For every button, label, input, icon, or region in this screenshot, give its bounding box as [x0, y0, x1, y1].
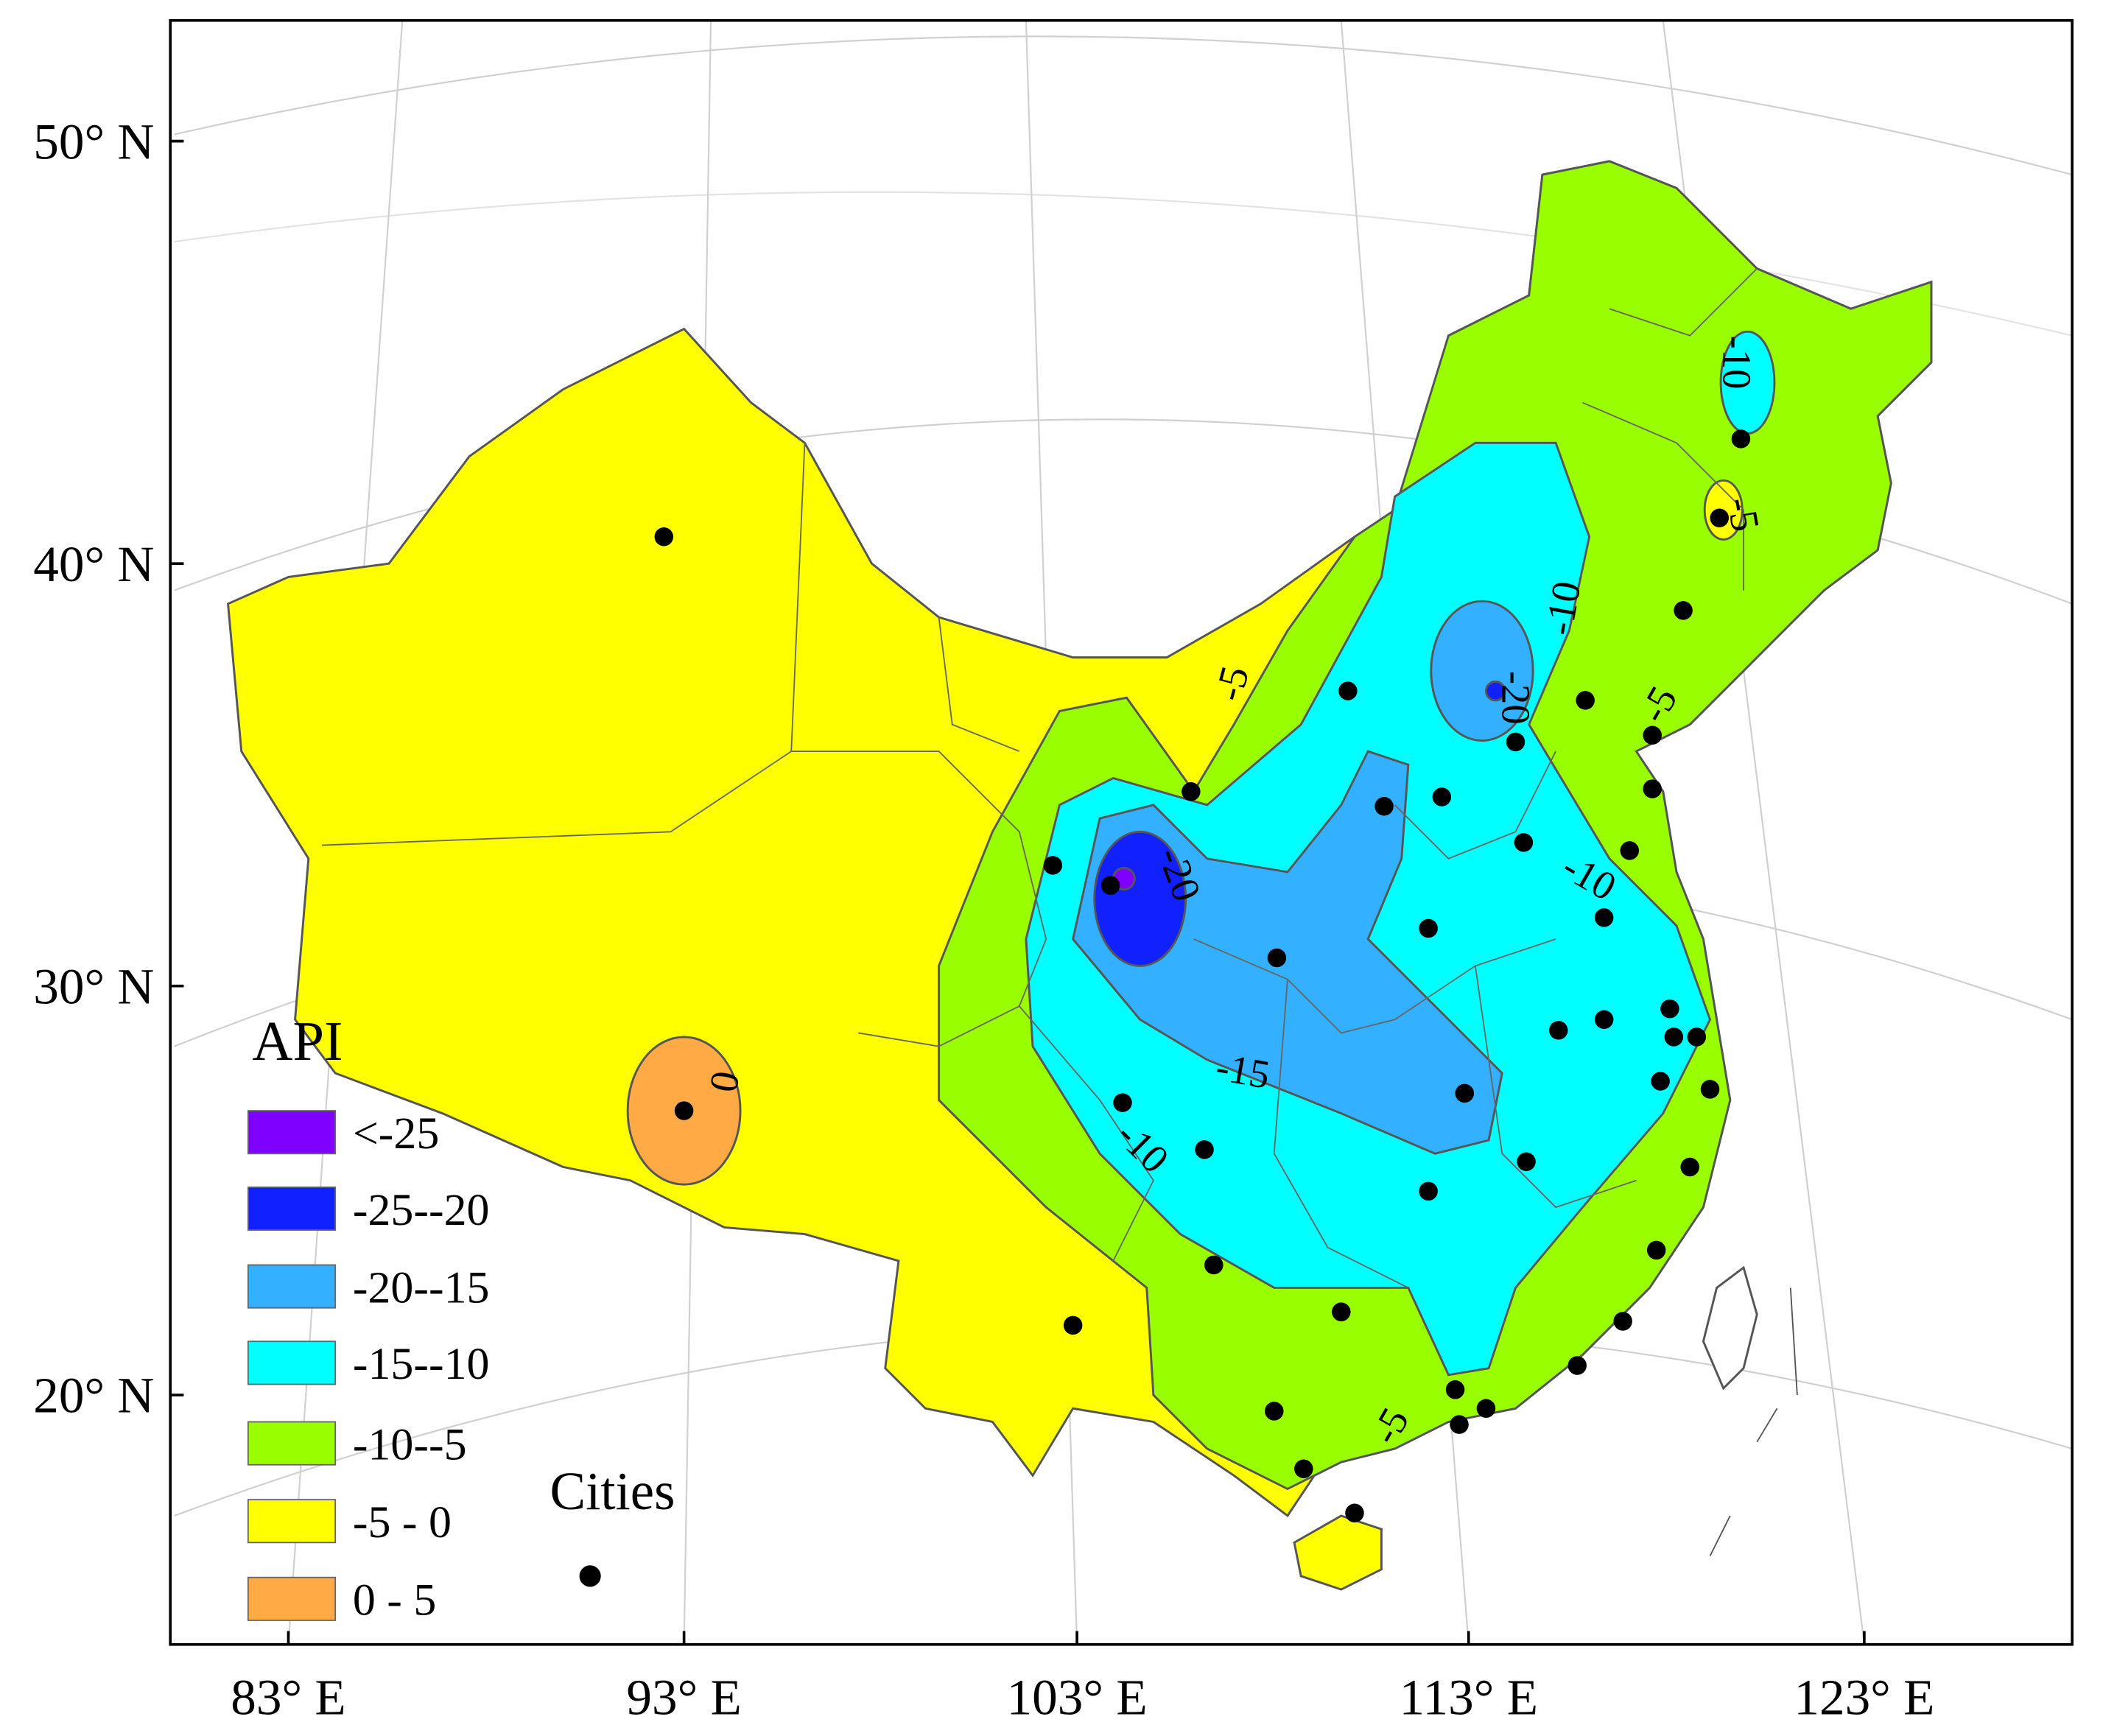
legend-label: -15--10	[353, 1339, 490, 1389]
contour-label: -5	[1718, 494, 1769, 535]
latitude-label: 30° N	[33, 957, 154, 1014]
province-borders	[321, 267, 1798, 1556]
city-point	[1195, 1140, 1214, 1159]
latitude-axis: 50° N 40° N 30° N 20° N	[33, 113, 184, 1424]
legend-swatch	[247, 1186, 337, 1231]
cities-label: Cities	[550, 1461, 675, 1521]
city-point	[1432, 787, 1452, 806]
longitude-axis: 83° E 93° E 103° E 113° E 123° E	[231, 1631, 1934, 1725]
legend-swatch	[247, 1499, 337, 1544]
city-point	[1687, 1027, 1707, 1047]
longitude-label: 83° E	[231, 1668, 345, 1725]
city-point	[1567, 1356, 1587, 1375]
city-point	[674, 1101, 694, 1120]
city-point	[1450, 1415, 1469, 1434]
city-point	[1506, 732, 1526, 752]
latitude-label: 40° N	[33, 535, 154, 592]
city-point	[1338, 681, 1358, 700]
legend-label: -5 - 0	[353, 1497, 452, 1547]
city-point	[1576, 691, 1595, 710]
city-point	[1043, 856, 1063, 875]
latitude-label: 20° N	[33, 1367, 154, 1424]
city-point	[1100, 876, 1120, 895]
latitude-label: 50° N	[33, 113, 154, 169]
city-point	[1267, 948, 1287, 968]
city-point	[1204, 1255, 1223, 1275]
city-point	[1517, 1152, 1536, 1171]
city-point	[1620, 841, 1640, 860]
city-point	[1594, 908, 1614, 927]
contour-label: -10	[1536, 578, 1590, 639]
city-point	[1332, 1302, 1351, 1321]
city-point	[1643, 779, 1662, 798]
city-point	[1660, 999, 1679, 1019]
city-point	[1514, 833, 1534, 852]
cities-symbol	[579, 1565, 601, 1587]
city-point	[654, 527, 674, 547]
city-point	[1419, 1181, 1438, 1201]
contour-label: -10	[1715, 336, 1760, 390]
city-points	[654, 429, 1751, 1523]
legend-swatch	[247, 1576, 337, 1621]
city-point	[1445, 1380, 1465, 1399]
legend-swatch	[247, 1264, 337, 1309]
city-point	[1549, 1021, 1568, 1040]
contour-label: -15	[1212, 1044, 1273, 1097]
city-point	[1182, 781, 1201, 801]
city-point	[1710, 508, 1729, 528]
city-point	[1643, 725, 1662, 745]
legend-label: <-25	[353, 1108, 439, 1159]
city-point	[1476, 1399, 1496, 1419]
city-point	[1419, 918, 1438, 938]
city-point	[1731, 429, 1751, 449]
city-point	[1680, 1157, 1699, 1177]
legend-label: -10--5	[353, 1419, 467, 1469]
legend-label: 0 - 5	[353, 1575, 436, 1626]
city-point	[1700, 1080, 1720, 1099]
contour-label: -20	[1493, 671, 1538, 725]
longitude-label: 123° E	[1794, 1668, 1934, 1725]
legend-swatch	[247, 1421, 337, 1466]
city-point	[1646, 1240, 1666, 1260]
legend-swatch	[247, 1110, 337, 1155]
legend-label: -25--20	[353, 1185, 490, 1235]
city-point	[1345, 1503, 1364, 1523]
city-point	[1455, 1083, 1475, 1103]
legend-label: -20--15	[353, 1262, 490, 1312]
longitude-label: 103° E	[1007, 1668, 1148, 1725]
legend: API Cities <-25 -25--20 -20--15 -15--10 -10-…	[247, 1010, 675, 1626]
city-point	[1594, 1010, 1614, 1029]
longitude-label: 93° E	[626, 1668, 741, 1725]
city-point	[1674, 601, 1693, 620]
city-point	[1063, 1315, 1083, 1335]
city-point	[1113, 1093, 1132, 1112]
legend-title: API	[252, 1010, 343, 1072]
city-point	[1265, 1402, 1284, 1421]
map-frame	[169, 18, 2074, 1646]
contour-fills	[226, 160, 1933, 1591]
city-point	[1613, 1312, 1632, 1331]
longitude-label: 113° E	[1400, 1668, 1538, 1725]
city-point	[1294, 1459, 1313, 1478]
city-point	[1664, 1027, 1684, 1047]
city-point	[1375, 796, 1394, 816]
legend-swatch	[247, 1340, 337, 1385]
city-point	[1651, 1072, 1670, 1091]
